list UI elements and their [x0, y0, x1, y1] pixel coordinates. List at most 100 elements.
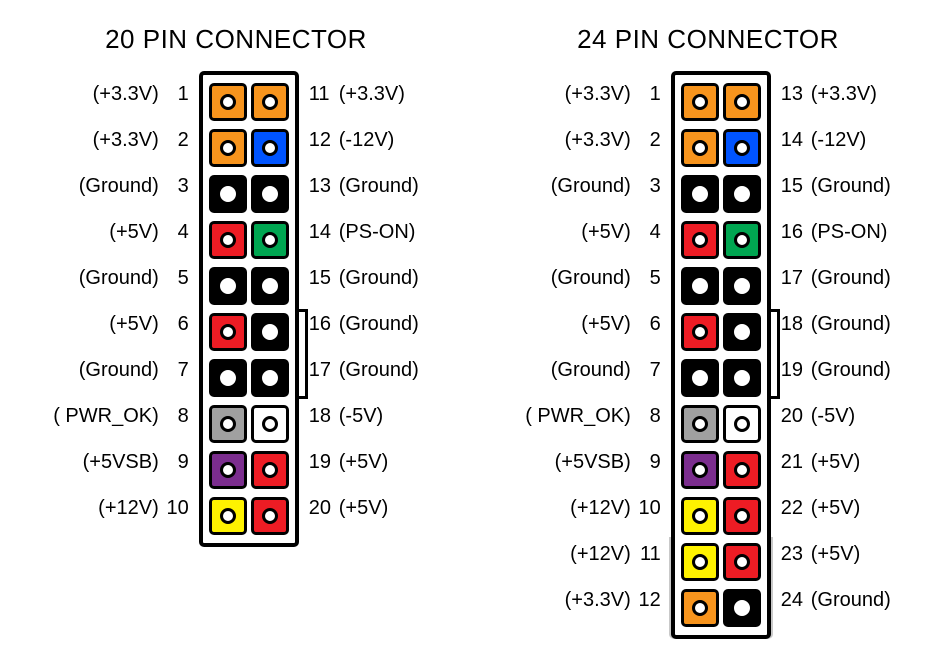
pin-hole — [220, 186, 236, 202]
pin-signal: (+5V) — [811, 497, 860, 520]
pin-hole — [734, 554, 750, 570]
pin-signal: (-12V) — [339, 129, 395, 152]
pin — [681, 589, 719, 627]
pin-number: 1 — [165, 83, 189, 106]
pin-label: (Ground)5 — [519, 255, 671, 301]
pin-number: 3 — [637, 175, 661, 198]
pin-number: 24 — [781, 589, 805, 612]
pin-row — [207, 309, 291, 355]
pin — [723, 497, 761, 535]
pin-hole — [734, 462, 750, 478]
pin — [251, 313, 289, 351]
pin-number: 14 — [781, 129, 805, 152]
pin-label: ( PWR_OK) 8 — [519, 393, 671, 439]
pin — [251, 359, 289, 397]
connector-clip — [767, 309, 780, 399]
pin-number: 10 — [165, 497, 189, 520]
pin-signal: (+3.3V) — [565, 129, 631, 152]
connector-body — [671, 71, 771, 639]
pin-row — [207, 355, 291, 401]
pin — [681, 359, 719, 397]
pin-number: 6 — [165, 313, 189, 336]
pin-number: 9 — [165, 451, 189, 474]
pin-hole — [734, 416, 750, 432]
pin-number: 15 — [309, 267, 333, 290]
pin-number: 7 — [165, 359, 189, 382]
pin — [723, 313, 761, 351]
pin-signal: (Ground) — [339, 175, 419, 198]
pin-label: 11(+3.3V) — [299, 71, 425, 117]
pin-number: 17 — [781, 267, 805, 290]
pin-signal: (+3.3V) — [93, 129, 159, 152]
pin — [209, 497, 247, 535]
pin-number: 10 — [637, 497, 661, 520]
pin — [251, 497, 289, 535]
pin-label: 20(-5V) — [771, 393, 897, 439]
pin — [209, 405, 247, 443]
pin-number: 12 — [637, 589, 661, 612]
pin-row — [679, 493, 763, 539]
pin-row — [679, 447, 763, 493]
connector-title: 20 PIN CONNECTOR — [105, 24, 367, 55]
pin-hole — [262, 508, 278, 524]
pin-number: 7 — [637, 359, 661, 382]
pin-signal: (Ground) — [339, 267, 419, 290]
pin-number: 8 — [165, 405, 189, 428]
pin-row — [207, 263, 291, 309]
pin-hole — [262, 278, 278, 294]
pin-hole — [692, 140, 708, 156]
pin-hole — [734, 140, 750, 156]
pin-number: 11 — [637, 543, 661, 566]
pin-number: 8 — [637, 405, 661, 428]
pin-hole — [734, 278, 750, 294]
pin-signal: (+3.3V) — [811, 83, 877, 106]
pin-signal: (Ground) — [79, 175, 159, 198]
pin-signal: (+5V) — [109, 313, 158, 336]
pin-hole — [262, 94, 278, 110]
pin-signal: ( PWR_OK) — [53, 405, 159, 428]
pin-label: (Ground)7 — [519, 347, 671, 393]
pin — [723, 129, 761, 167]
pin-label: 23(+5V) — [771, 531, 897, 577]
pin-hole — [734, 186, 750, 202]
pin-label: 20(+5V) — [299, 485, 425, 531]
pin-hole — [262, 416, 278, 432]
pin-area: (+3.3V)1(+3.3V)2(Ground)3(+5V)4(Ground)5… — [519, 71, 897, 639]
pin-signal: (+12V) — [98, 497, 159, 520]
pin-hole — [220, 416, 236, 432]
pin-signal: (+5V) — [109, 221, 158, 244]
pin-label: 24(Ground) — [771, 577, 897, 623]
pin-hole — [692, 462, 708, 478]
pin-row — [207, 79, 291, 125]
pin-row — [679, 171, 763, 217]
pin-label: 13(+3.3V) — [771, 71, 897, 117]
pin — [723, 589, 761, 627]
pin-label: 13(Ground) — [299, 163, 425, 209]
pin-signal: (+12V) — [570, 497, 631, 520]
pin — [681, 129, 719, 167]
pin-row — [679, 217, 763, 263]
pin-label: (+12V) 10 — [47, 485, 199, 531]
pin-label: (+5VSB)9 — [47, 439, 199, 485]
pin-hole — [262, 140, 278, 156]
pin-hole — [262, 324, 278, 340]
pinout-diagram: 20 PIN CONNECTOR(+3.3V)1(+3.3V)2(Ground)… — [0, 0, 944, 639]
pin — [681, 267, 719, 305]
pin — [209, 359, 247, 397]
pin-hole — [220, 370, 236, 386]
pin-row — [679, 263, 763, 309]
pin-signal: (Ground) — [551, 175, 631, 198]
pin-signal: (+3.3V) — [565, 83, 631, 106]
pin-hole — [734, 94, 750, 110]
pin — [723, 405, 761, 443]
pin-label: 22(+5V) — [771, 485, 897, 531]
pin — [723, 359, 761, 397]
pin-row — [679, 585, 763, 631]
pin — [251, 83, 289, 121]
pin-signal: (Ground) — [811, 313, 891, 336]
pin-signal: ( PWR_OK) — [525, 405, 631, 428]
pin-hole — [262, 186, 278, 202]
pin-label: (+5V)4 — [519, 209, 671, 255]
pin-label: 19(Ground) — [771, 347, 897, 393]
labels-left: (+3.3V)1(+3.3V)2(Ground)3(+5V)4(Ground)5… — [519, 71, 671, 623]
